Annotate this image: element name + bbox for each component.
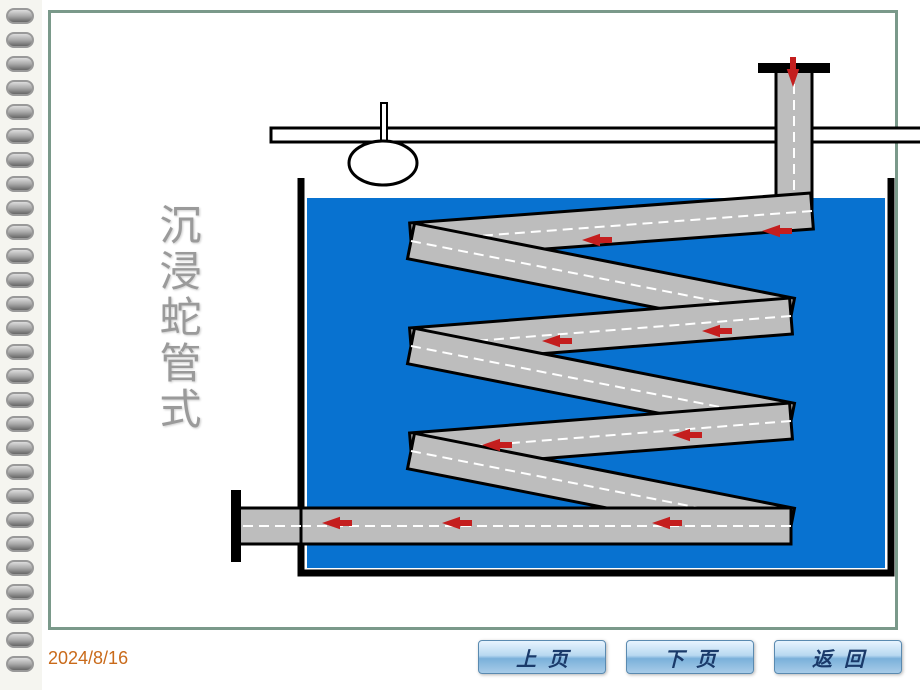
next-button[interactable]: 下页: [626, 640, 754, 674]
spiral-binding: [0, 0, 42, 690]
page-border: 沉浸蛇管式: [48, 10, 898, 630]
coil-diagram: [231, 33, 920, 593]
diagram-container: [231, 33, 920, 593]
diagram-title: 沉浸蛇管式: [146, 203, 207, 433]
back-button[interactable]: 返回: [774, 640, 902, 674]
prev-button[interactable]: 上页: [478, 640, 606, 674]
date-stamp: 2024/8/16: [48, 648, 128, 669]
nav-bar: 上页 下页 返回: [478, 640, 902, 674]
